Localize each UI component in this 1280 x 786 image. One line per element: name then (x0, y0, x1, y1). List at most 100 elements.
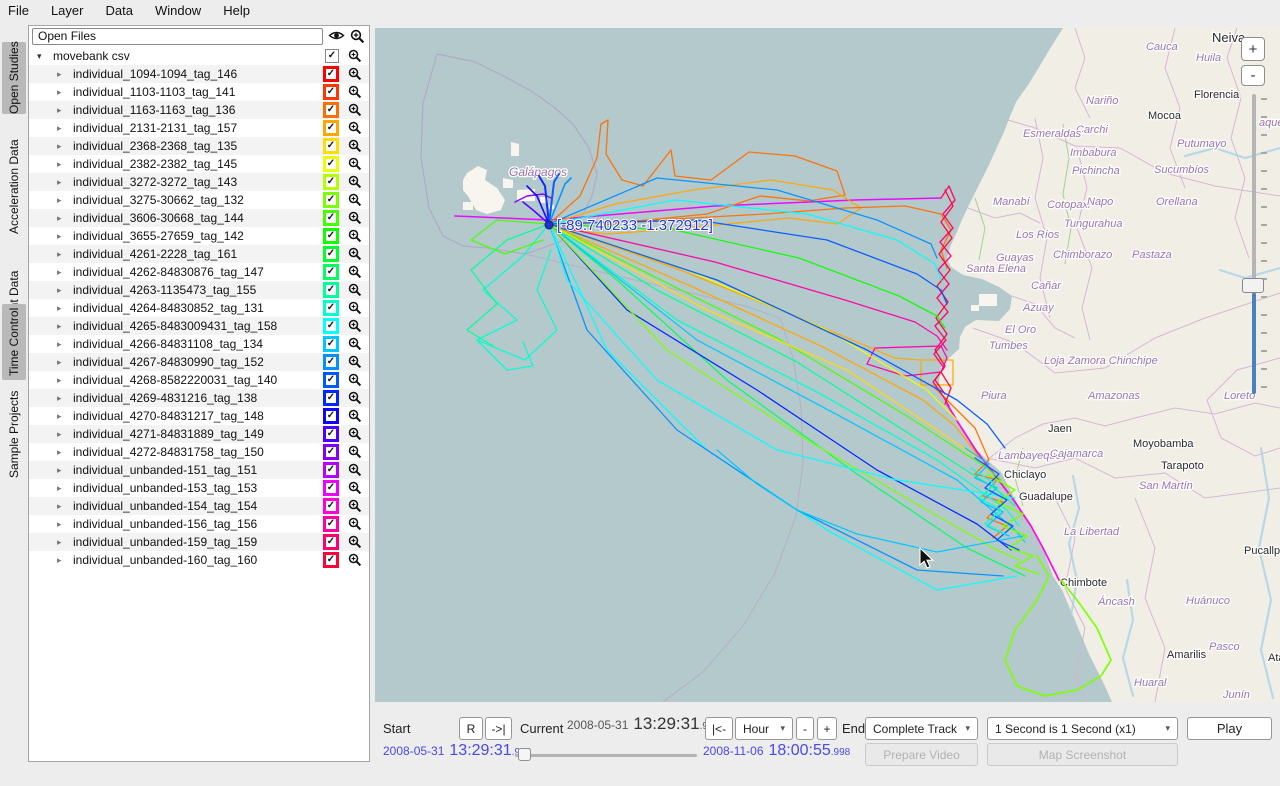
gps-track[interactable] (548, 205, 952, 269)
gps-track[interactable] (526, 185, 550, 225)
expand-triangle-icon[interactable]: ▸ (57, 231, 62, 241)
tree-item-label[interactable]: individual_3275-30662_tag_132 (73, 193, 244, 207)
zoom-to-track-icon[interactable] (348, 157, 362, 171)
expand-triangle-icon[interactable]: ▸ (57, 123, 62, 133)
tree-item-label[interactable]: individual_4266-84831108_tag_134 (73, 337, 263, 351)
tree-item-label[interactable]: individual_unbanded-151_tag_151 (73, 463, 258, 477)
visibility-checkbox[interactable]: ✓ (323, 318, 339, 334)
visibility-checkbox[interactable]: ✓ (323, 552, 339, 568)
visibility-checkbox[interactable]: ✓ (323, 138, 339, 154)
zoom-to-track-icon[interactable] (348, 373, 362, 387)
expand-triangle-icon[interactable]: ▸ (57, 519, 62, 529)
gps-track[interactable] (538, 175, 550, 225)
gps-track[interactable] (716, 449, 1024, 553)
tree-item-label[interactable]: individual_4271-84831889_tag_149 (73, 427, 264, 441)
visibility-checkbox[interactable]: ✓ (323, 192, 339, 208)
open-files-selector[interactable]: Open Files (32, 28, 323, 45)
zoom-to-track-icon[interactable] (348, 499, 362, 513)
time-slider[interactable] (515, 748, 697, 762)
tree-item-label[interactable]: individual_1094-1094_tag_146 (73, 67, 238, 81)
visibility-checkbox[interactable]: ✓ (323, 156, 339, 172)
expand-triangle-icon[interactable]: ▸ (57, 249, 62, 259)
zoom-to-track-icon[interactable] (348, 391, 362, 405)
visibility-checkbox[interactable]: ✓ (323, 426, 339, 442)
zoom-to-track-icon[interactable] (348, 337, 362, 351)
step-plus-button[interactable]: + (817, 717, 837, 740)
visibility-checkbox[interactable]: ✓ (323, 372, 339, 388)
tree-item-label[interactable]: individual_2368-2368_tag_135 (73, 139, 238, 153)
tree-item-label[interactable]: individual_unbanded-156_tag_156 (73, 517, 258, 531)
expand-triangle-icon[interactable]: ▸ (57, 375, 62, 385)
play-button[interactable]: Play (1187, 717, 1272, 740)
gps-track[interactable] (940, 371, 952, 405)
menu-item-help[interactable]: Help (223, 2, 250, 18)
gps-track[interactable] (1004, 555, 1112, 697)
expand-triangle-icon[interactable]: ▸ (57, 213, 62, 223)
visibility-checkbox[interactable]: ✓ (323, 462, 339, 478)
gps-track[interactable] (548, 223, 954, 386)
tree-item-label[interactable]: individual_unbanded-159_tag_159 (73, 535, 258, 549)
zoom-to-track-icon[interactable] (348, 229, 362, 243)
playback-speed-dropdown[interactable]: 1 Second is 1 Second (x1) ▾ (987, 717, 1178, 740)
visibility-checkbox[interactable]: ✓ (323, 102, 339, 118)
tree-item-label[interactable]: individual_1103-1103_tag_141 (73, 85, 236, 99)
gps-track[interactable] (548, 177, 572, 225)
zoom-to-track-icon[interactable] (348, 283, 362, 297)
visibility-checkbox[interactable]: ✓ (323, 498, 339, 514)
gps-track[interactable] (466, 223, 550, 347)
gps-track[interactable] (476, 223, 558, 361)
zoom-to-track-icon[interactable] (348, 247, 362, 261)
visibility-checkbox[interactable]: ✓ (323, 264, 339, 280)
map-zoom-slider-thumb[interactable] (1242, 278, 1264, 293)
jump-to-end-button[interactable]: ->| (485, 717, 512, 740)
zoom-to-track-icon[interactable] (348, 211, 362, 225)
expand-triangle-icon[interactable]: ▸ (57, 429, 62, 439)
expand-triangle-icon[interactable]: ▸ (57, 411, 62, 421)
zoom-to-track-icon[interactable] (348, 319, 362, 333)
time-slider-thumb[interactable] (518, 748, 531, 761)
collapse-triangle-icon[interactable]: ▾ (37, 51, 42, 61)
map-screenshot-button[interactable]: Map Screenshot (987, 743, 1178, 766)
expand-triangle-icon[interactable]: ▸ (57, 105, 62, 115)
expand-triangle-icon[interactable]: ▸ (57, 69, 62, 79)
visibility-checkbox[interactable]: ✓ (323, 534, 339, 550)
gps-track[interactable] (986, 473, 1040, 575)
tree-item-label[interactable]: individual_4265-8483009431_tag_158 (73, 319, 278, 333)
gps-track[interactable] (548, 173, 560, 225)
visibility-checkbox[interactable]: ✓ (323, 480, 339, 496)
step-unit-dropdown[interactable]: Hour ▾ (735, 717, 793, 740)
zoom-to-track-icon[interactable] (348, 517, 362, 531)
gps-track[interactable] (548, 223, 946, 329)
reset-button[interactable]: R (459, 717, 483, 740)
selected-point-marker[interactable] (544, 220, 554, 230)
visibility-checkbox[interactable]: ✓ (323, 228, 339, 244)
tree-item-label[interactable]: movebank csv (53, 49, 130, 63)
gps-track[interactable] (548, 219, 948, 305)
zoom-to-track-icon[interactable] (348, 535, 362, 549)
expand-triangle-icon[interactable]: ▸ (57, 501, 62, 511)
zoom-to-track-icon[interactable] (348, 445, 362, 459)
menu-item-data[interactable]: Data (105, 2, 133, 18)
zoom-to-track-icon[interactable] (348, 481, 362, 495)
gps-track[interactable] (548, 223, 948, 351)
expand-triangle-icon[interactable]: ▸ (57, 87, 62, 97)
tree-item-label[interactable]: individual_3272-3272_tag_143 (73, 175, 238, 189)
visibility-checkbox[interactable]: ✓ (323, 120, 339, 136)
gps-track[interactable] (548, 179, 862, 235)
tree-item-label[interactable]: individual_4267-84830990_tag_152 (73, 355, 264, 369)
tree-item-label[interactable]: individual_unbanded-153_tag_153 (73, 481, 258, 495)
tree-item-label[interactable]: individual_4262-84830876_tag_147 (73, 265, 264, 279)
expand-triangle-icon[interactable]: ▸ (57, 141, 62, 151)
expand-triangle-icon[interactable]: ▸ (57, 447, 62, 457)
step-back-button[interactable]: |<- (705, 717, 733, 740)
menu-item-layer[interactable]: Layer (50, 2, 84, 18)
zoom-to-track-icon[interactable] (348, 85, 362, 99)
track-mode-dropdown[interactable]: Complete Track ▾ (865, 717, 978, 740)
gps-track[interactable] (548, 223, 1020, 561)
visibility-checkbox[interactable]: ✓ (323, 174, 339, 190)
tree-item-label[interactable]: individual_2382-2382_tag_145 (73, 157, 238, 171)
visibility-checkbox[interactable]: ✓ (323, 444, 339, 460)
zoom-to-track-icon[interactable] (348, 265, 362, 279)
zoom-to-track-icon[interactable] (348, 103, 362, 117)
side-tab-time-control[interactable]: Time Control (2, 304, 26, 380)
